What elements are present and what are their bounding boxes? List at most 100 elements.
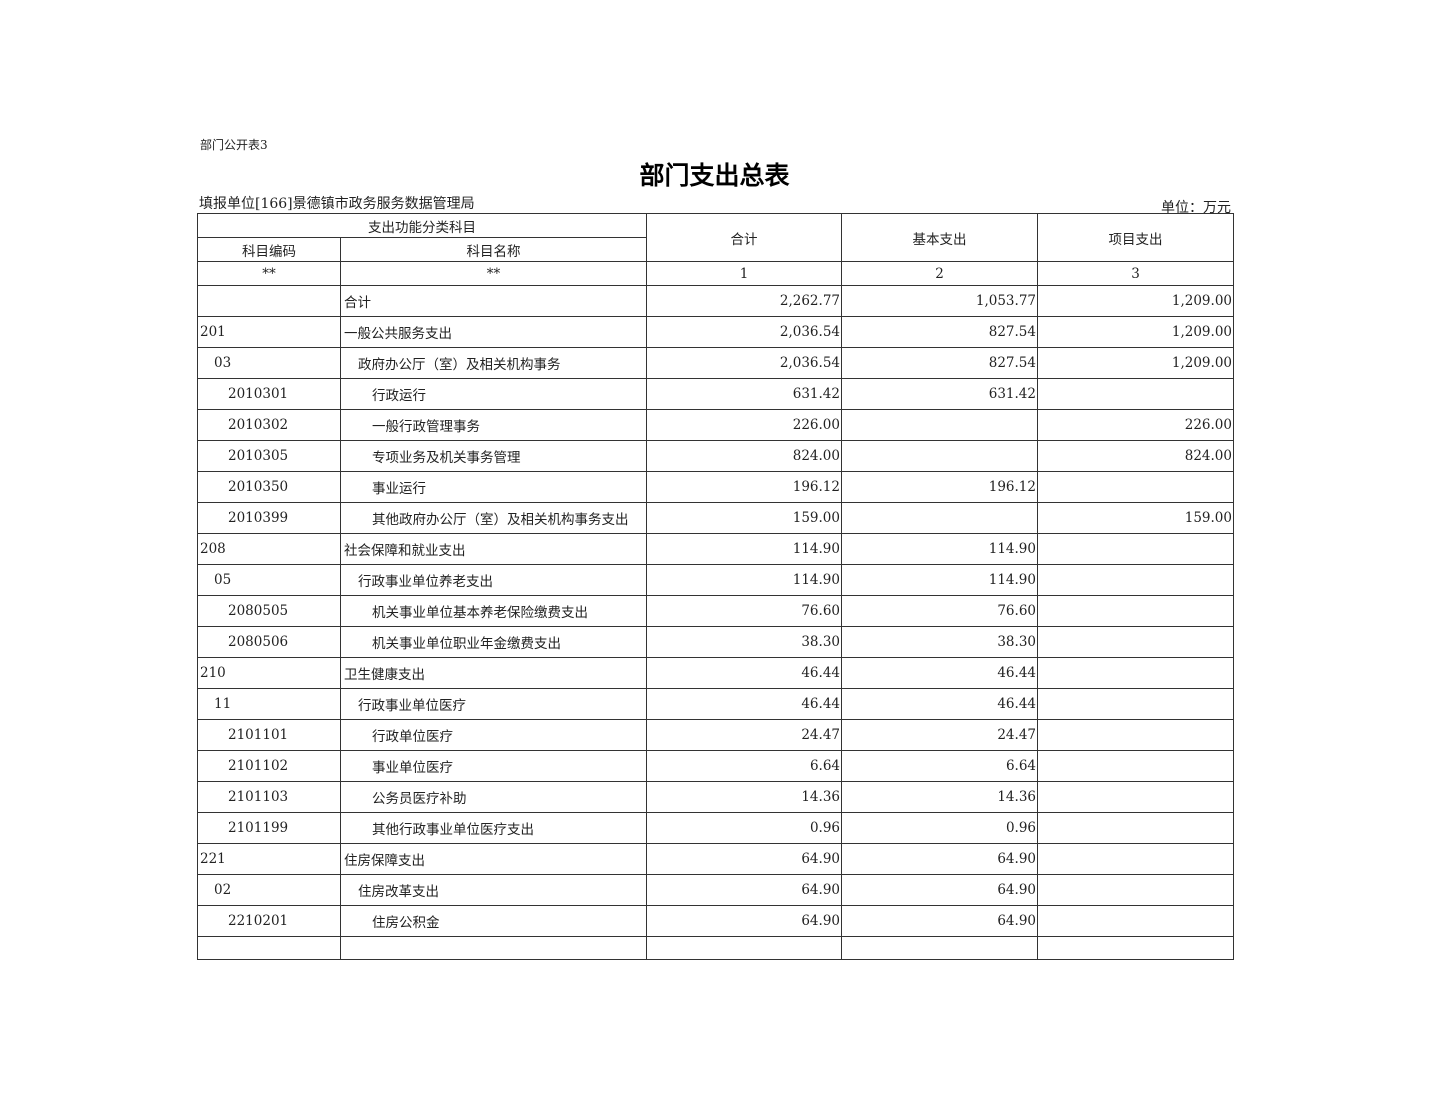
cell-name: 行政运行	[340, 378, 647, 410]
cell-code: 201	[197, 316, 341, 348]
cell-project	[1037, 626, 1234, 658]
cell-project	[1037, 781, 1234, 813]
cell-project	[1037, 905, 1234, 937]
cell-total: 159.00	[646, 502, 842, 534]
cell-total: 631.42	[646, 378, 842, 410]
cell-basic	[841, 440, 1038, 472]
doc-tag: 部门公开表3	[200, 138, 268, 152]
cell-name: 事业运行	[340, 471, 647, 503]
cell-basic: 64.90	[841, 905, 1038, 937]
cell-total: 76.60	[646, 595, 842, 627]
cell-project	[1037, 750, 1234, 782]
table-row: 208 社会保障和就业支出 114.90 114.90	[197, 533, 1234, 565]
cell-name: 行政事业单位养老支出	[340, 564, 647, 596]
cell-code: 2101103	[197, 781, 341, 813]
cell-total: 64.90	[646, 905, 842, 937]
page-title: 部门支出总表	[639, 161, 790, 190]
cell-basic: 24.47	[841, 719, 1038, 751]
cell-total: 114.90	[646, 533, 842, 565]
cell-name: 其他政府办公厅（室）及相关机构事务支出	[340, 502, 647, 534]
cell-total: 64.90	[646, 843, 842, 875]
cell-code: 2010350	[197, 471, 341, 503]
cell-project	[1037, 719, 1234, 751]
index-project: 3	[1037, 261, 1234, 286]
header-row: 支出功能分类科目 合计 基本支出 项目支出	[197, 213, 1234, 262]
table-row: 2010305 专项业务及机关事务管理 824.00 824.00	[197, 440, 1234, 472]
header-total: 合计	[646, 213, 842, 262]
cell-name: 住房改革支出	[340, 874, 647, 906]
cell-basic: 76.60	[841, 595, 1038, 627]
table-row: 2080505 机关事业单位基本养老保险缴费支出 76.60 76.60	[197, 595, 1234, 627]
cell-code: 2010301	[197, 378, 341, 410]
cell-basic: 196.12	[841, 471, 1038, 503]
cell-code: 208	[197, 533, 341, 565]
reporting-unit: 填报单位[166]景德镇市政务服务数据管理局	[199, 196, 475, 212]
cell-total: 64.90	[646, 874, 842, 906]
index-name: **	[340, 261, 647, 286]
cell-code: 05	[197, 564, 341, 596]
cell-basic: 0.96	[841, 812, 1038, 844]
cell-project	[1037, 688, 1234, 720]
cell-basic: 114.90	[841, 564, 1038, 596]
table-row: 2210201 住房公积金 64.90 64.90	[197, 905, 1234, 937]
cell-project	[1037, 378, 1234, 410]
cell-project	[1037, 843, 1234, 875]
table-row: 2010301 行政运行 631.42 631.42	[197, 378, 1234, 410]
empty-row	[197, 936, 1234, 960]
cell-project	[1037, 595, 1234, 627]
table-row: 2010302 一般行政管理事务 226.00 226.00	[197, 409, 1234, 441]
cell-code: 2010399	[197, 502, 341, 534]
cell-basic	[841, 409, 1038, 441]
cell-total: 2,262.77	[646, 285, 842, 317]
cell-basic: 631.42	[841, 378, 1038, 410]
cell-project: 824.00	[1037, 440, 1234, 472]
cell-code	[197, 285, 341, 317]
cell-code: 2101102	[197, 750, 341, 782]
cell-name: 合计	[340, 285, 647, 317]
cell-basic: 14.36	[841, 781, 1038, 813]
header-name: 科目名称	[340, 237, 647, 262]
cell-project: 1,209.00	[1037, 285, 1234, 317]
cell-project: 1,209.00	[1037, 316, 1234, 348]
cell-code: 2080505	[197, 595, 341, 627]
index-code: **	[197, 261, 341, 286]
cell-basic: 38.30	[841, 626, 1038, 658]
empty-cell	[646, 936, 842, 960]
table-row: 03 政府办公厅（室）及相关机构事务 2,036.54 827.54 1,209.00	[197, 347, 1234, 379]
cell-code: 2010305	[197, 440, 341, 472]
header-basic: 基本支出	[841, 213, 1038, 262]
cell-project	[1037, 533, 1234, 565]
empty-cell	[340, 936, 647, 960]
empty-cell	[841, 936, 1038, 960]
cell-basic: 114.90	[841, 533, 1038, 565]
cell-code: 2210201	[197, 905, 341, 937]
cell-code: 221	[197, 843, 341, 875]
header-group: 支出功能分类科目	[197, 213, 647, 238]
cell-code: 210	[197, 657, 341, 689]
cell-name: 住房公积金	[340, 905, 647, 937]
expenditure-table: 支出功能分类科目 合计 基本支出 项目支出 科目编码 科目名称 ** ** 1 …	[197, 213, 1234, 960]
cell-name: 一般行政管理事务	[340, 409, 647, 441]
table-row: 2101199 其他行政事业单位医疗支出 0.96 0.96	[197, 812, 1234, 844]
currency-unit: 单位：万元	[1161, 200, 1231, 216]
cell-name: 专项业务及机关事务管理	[340, 440, 647, 472]
cell-code: 03	[197, 347, 341, 379]
cell-code: 2080506	[197, 626, 341, 658]
cell-name: 其他行政事业单位医疗支出	[340, 812, 647, 844]
table-row: 2101101 行政单位医疗 24.47 24.47	[197, 719, 1234, 751]
header-row: 科目编码 科目名称	[197, 237, 1234, 262]
cell-code: 02	[197, 874, 341, 906]
cell-basic: 46.44	[841, 657, 1038, 689]
table-row: 2080506 机关事业单位职业年金缴费支出 38.30 38.30	[197, 626, 1234, 658]
cell-basic: 6.64	[841, 750, 1038, 782]
cell-name: 事业单位医疗	[340, 750, 647, 782]
cell-name: 机关事业单位职业年金缴费支出	[340, 626, 647, 658]
table-row: 05 行政事业单位养老支出 114.90 114.90	[197, 564, 1234, 596]
cell-total: 114.90	[646, 564, 842, 596]
table-row: 2010399 其他政府办公厅（室）及相关机构事务支出 159.00 159.00	[197, 502, 1234, 534]
table-row: 221 住房保障支出 64.90 64.90	[197, 843, 1234, 875]
table-row: 2010350 事业运行 196.12 196.12	[197, 471, 1234, 503]
empty-cell	[197, 936, 341, 960]
cell-name: 行政事业单位医疗	[340, 688, 647, 720]
cell-project	[1037, 812, 1234, 844]
